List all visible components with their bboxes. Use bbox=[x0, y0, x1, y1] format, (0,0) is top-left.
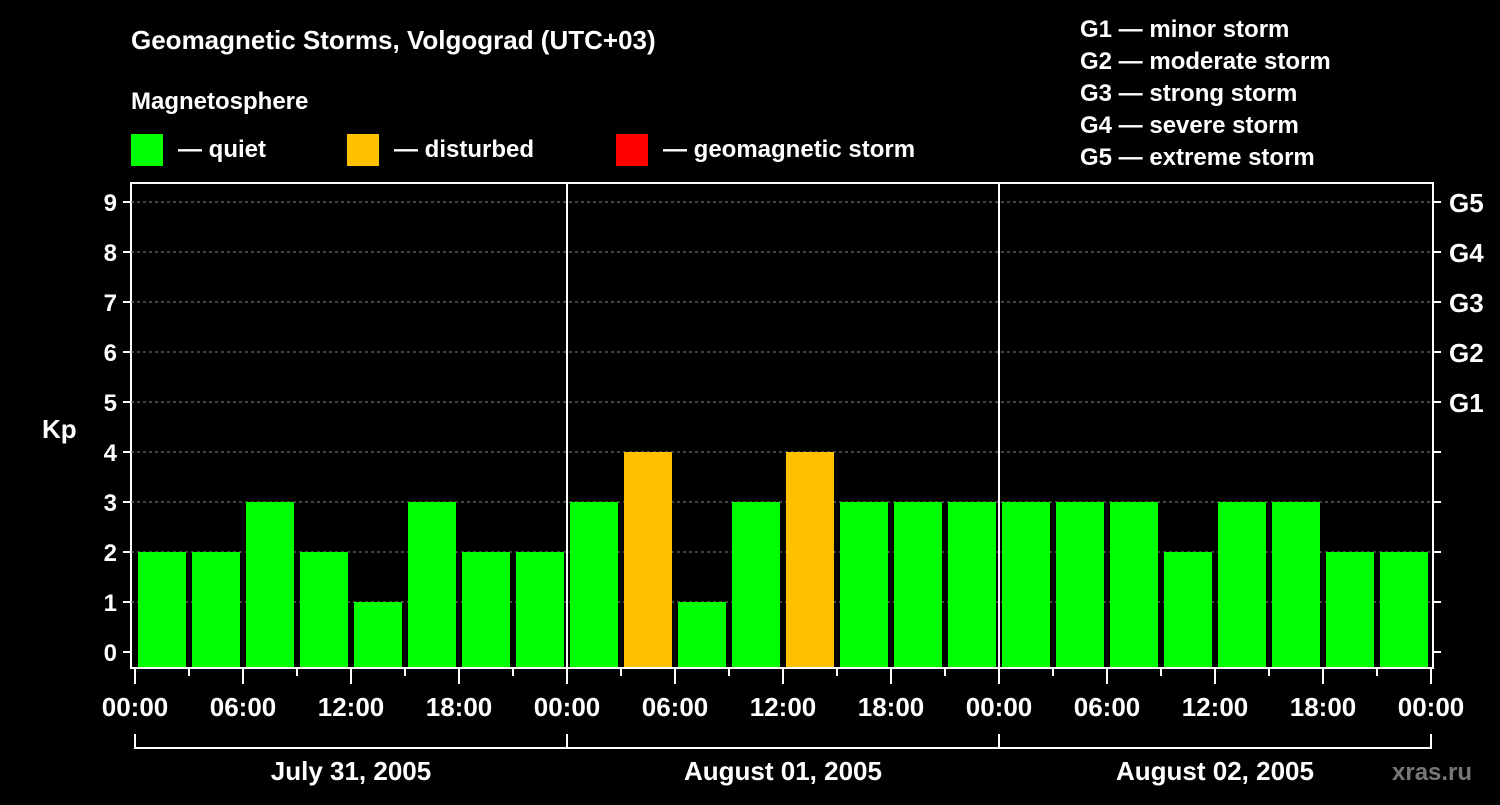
legend-swatch bbox=[347, 134, 379, 166]
day-label: July 31, 2005 bbox=[271, 756, 431, 786]
x-tick-label: 12:00 bbox=[318, 692, 385, 722]
kp-bar bbox=[570, 502, 618, 667]
kp-bar bbox=[732, 502, 780, 667]
legend: — quiet — disturbed — geomagnetic storm bbox=[131, 134, 915, 166]
y-tick-label: 6 bbox=[104, 340, 117, 367]
kp-bar bbox=[408, 502, 456, 667]
kp-bar bbox=[678, 602, 726, 667]
watermark: xras.ru bbox=[1392, 759, 1472, 786]
chart-title: Geomagnetic Storms, Volgograd (UTC+03) bbox=[131, 25, 656, 55]
y-axis-label: Kp bbox=[42, 414, 77, 444]
scale-legend-item: G2 — moderate storm bbox=[1080, 48, 1331, 75]
kp-bar bbox=[1380, 552, 1428, 667]
y-tick-label: 4 bbox=[104, 440, 118, 467]
kp-bar bbox=[354, 602, 402, 667]
day-bracket bbox=[998, 734, 1432, 749]
y-tick-label: 7 bbox=[104, 290, 117, 317]
kp-bar bbox=[300, 552, 348, 667]
g-scale-label: G5 bbox=[1449, 188, 1484, 218]
scale-legend-item: G1 — minor storm bbox=[1080, 16, 1289, 43]
y-tick-label: 9 bbox=[104, 190, 117, 217]
day-bracket bbox=[566, 734, 1000, 749]
chart-subtitle: Magnetosphere bbox=[131, 88, 308, 115]
plot-area: 0 1 2 3 4 5 6 7 8 9 G1 G2 G3 G4 G5 00:00 06:00 12:00 18:00… bbox=[102, 182, 1484, 786]
kp-bar bbox=[516, 552, 564, 667]
day-label: August 01, 2005 bbox=[684, 756, 882, 786]
scale-legend-item: G5 — extreme storm bbox=[1080, 144, 1315, 171]
kp-bar bbox=[786, 452, 834, 667]
day-bracket bbox=[134, 734, 568, 749]
x-tick-label: 12:00 bbox=[1182, 692, 1249, 722]
x-tick-label: 00:00 bbox=[534, 692, 601, 722]
kp-bar bbox=[246, 502, 294, 667]
legend-label: — quiet bbox=[178, 136, 266, 163]
scale-legend-item: G3 — strong storm bbox=[1080, 80, 1297, 107]
day-label: August 02, 2005 bbox=[1116, 756, 1314, 786]
kp-bar bbox=[624, 452, 672, 667]
legend-swatch bbox=[616, 134, 648, 166]
kp-bar bbox=[192, 552, 240, 667]
g-scale-label: G1 bbox=[1449, 388, 1484, 418]
scale-legend: G1 — minor storm G2 — moderate storm G3 — … bbox=[1080, 16, 1331, 171]
kp-bar bbox=[894, 502, 942, 667]
g-scale-label: G4 bbox=[1449, 238, 1484, 268]
kp-bar bbox=[462, 552, 510, 667]
kp-bar bbox=[1164, 552, 1212, 667]
kp-bar bbox=[840, 502, 888, 667]
x-tick-label: 06:00 bbox=[642, 692, 709, 722]
y-tick-label: 5 bbox=[104, 390, 117, 417]
x-tick-label: 00:00 bbox=[102, 692, 169, 722]
y-tick-label: 3 bbox=[104, 490, 117, 517]
scale-legend-item: G4 — severe storm bbox=[1080, 112, 1299, 139]
legend-swatch bbox=[131, 134, 163, 166]
kp-bar bbox=[138, 552, 186, 667]
x-tick-label: 06:00 bbox=[1074, 692, 1141, 722]
x-tick-label: 00:00 bbox=[966, 692, 1033, 722]
x-tick-label: 18:00 bbox=[1290, 692, 1357, 722]
g-scale-label: G3 bbox=[1449, 288, 1484, 318]
x-tick-label: 06:00 bbox=[210, 692, 277, 722]
legend-label: — disturbed bbox=[394, 136, 534, 163]
kp-bar bbox=[948, 502, 996, 667]
y-tick-label: 0 bbox=[104, 640, 117, 667]
x-tick-label: 18:00 bbox=[858, 692, 925, 722]
x-tick-label: 12:00 bbox=[750, 692, 817, 722]
kp-bar bbox=[1056, 502, 1104, 667]
x-tick-label: 00:00 bbox=[1398, 692, 1465, 722]
y-tick-label: 8 bbox=[104, 240, 117, 267]
legend-label: — geomagnetic storm bbox=[663, 136, 915, 163]
kp-bar bbox=[1272, 502, 1320, 667]
kp-bar bbox=[1326, 552, 1374, 667]
kp-bar bbox=[1002, 502, 1050, 667]
kp-bar bbox=[1110, 502, 1158, 667]
y-tick-label: 1 bbox=[104, 590, 117, 617]
kp-bar bbox=[1218, 502, 1266, 667]
g-scale-label: G2 bbox=[1449, 338, 1484, 368]
x-tick-label: 18:00 bbox=[426, 692, 493, 722]
y-tick-label: 2 bbox=[104, 540, 117, 567]
